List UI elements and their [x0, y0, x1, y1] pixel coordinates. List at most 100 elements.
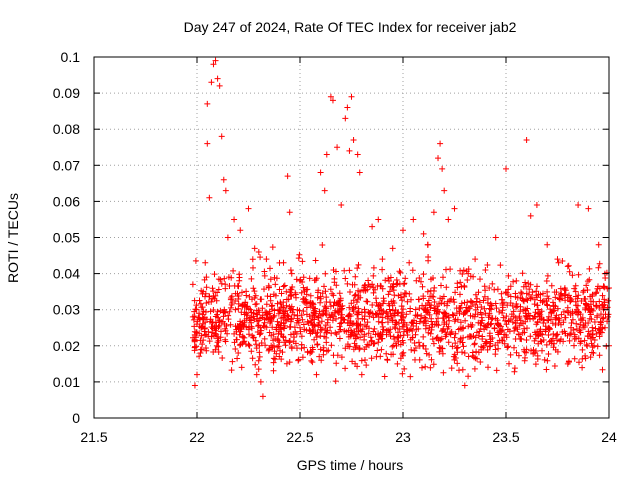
data-point [317, 346, 324, 353]
data-point [389, 245, 396, 252]
data-point [461, 350, 468, 357]
data-point [196, 310, 203, 317]
data-point [445, 216, 452, 223]
data-point [503, 331, 509, 338]
data-point [189, 281, 196, 288]
data-point [348, 93, 355, 100]
data-point [544, 317, 551, 324]
data-point [544, 241, 551, 248]
y-tick-label: 0.04 [53, 266, 80, 282]
data-point [437, 140, 444, 147]
data-point [200, 288, 207, 295]
y-tick-label: 0.09 [53, 85, 80, 101]
data-point [338, 202, 345, 209]
y-tick-label: 0.02 [53, 338, 80, 354]
data-point [317, 169, 324, 176]
data-point [224, 234, 231, 241]
data-point [585, 328, 592, 335]
data-point [257, 378, 264, 385]
data-point [272, 281, 279, 288]
data-point [356, 169, 363, 176]
data-point [297, 277, 303, 284]
data-point [338, 306, 345, 313]
x-tick-label: 21.5 [80, 429, 107, 445]
data-point [503, 165, 509, 172]
data-point [212, 57, 219, 64]
data-point [523, 137, 530, 144]
data-point [202, 259, 209, 266]
data-point [194, 371, 200, 378]
data-point [358, 371, 365, 378]
data-point [231, 216, 238, 223]
data-point [245, 205, 252, 212]
data-point [198, 324, 205, 331]
grid-layer [94, 57, 609, 418]
data-point [216, 82, 223, 89]
data-point [350, 137, 357, 144]
data-point [424, 241, 431, 248]
x-tick-labels: 21.5 22 22.5 23 23.5 24 [80, 429, 617, 445]
data-point [346, 147, 353, 154]
data-point [237, 227, 244, 234]
data-point [400, 227, 406, 234]
data-point [253, 371, 260, 378]
data-point [222, 187, 229, 194]
data-point [595, 241, 602, 248]
point-cloud-layer [190, 241, 612, 385]
data-point [358, 328, 365, 335]
data-point [482, 310, 489, 317]
data-point [189, 313, 196, 320]
data-point [379, 256, 386, 263]
data-point [400, 313, 406, 320]
data-point [482, 266, 489, 273]
data-point [441, 187, 448, 194]
data-point [441, 321, 448, 328]
data-point [206, 194, 213, 201]
y-tick-label: 0.05 [53, 230, 80, 246]
data-point [375, 216, 382, 223]
x-tick-label: 22.5 [286, 429, 313, 445]
x-axis-label: GPS time / hours [297, 457, 404, 473]
data-point [218, 133, 225, 140]
data-point [307, 299, 314, 306]
data-point [235, 350, 242, 357]
data-point [204, 140, 211, 147]
x-tick-label: 23 [395, 429, 411, 445]
y-tick-label: 0.08 [53, 121, 80, 137]
data-point [288, 270, 295, 277]
data-point [321, 187, 328, 194]
y-tick-label: 0.1 [61, 49, 81, 65]
data-point [513, 277, 520, 284]
data-point [191, 382, 198, 389]
data-point [435, 155, 442, 162]
data-point [276, 339, 283, 346]
data-point [214, 335, 221, 342]
data-point [527, 212, 534, 219]
y-tick-label: 0.06 [53, 193, 80, 209]
x-tick-label: 22 [189, 429, 205, 445]
data-point [533, 202, 540, 209]
x-tick-label: 24 [601, 429, 617, 445]
data-point [280, 259, 287, 266]
y-tick-label: 0.03 [53, 302, 80, 318]
data-point [329, 97, 336, 104]
data-point [369, 223, 376, 230]
data-point [251, 245, 258, 252]
data-point [208, 79, 215, 86]
ticks-layer [93, 56, 610, 419]
data-point [334, 144, 341, 151]
data-point [313, 371, 320, 378]
data-point [461, 382, 468, 389]
data-point [410, 216, 417, 223]
data-point [430, 209, 437, 216]
data-point [406, 259, 413, 266]
data-point [255, 248, 262, 255]
y-tick-label: 0.07 [53, 157, 80, 173]
data-point [286, 209, 293, 216]
data-point [297, 324, 303, 331]
data-point [323, 151, 330, 158]
data-point [554, 256, 561, 263]
data-point [564, 360, 571, 367]
